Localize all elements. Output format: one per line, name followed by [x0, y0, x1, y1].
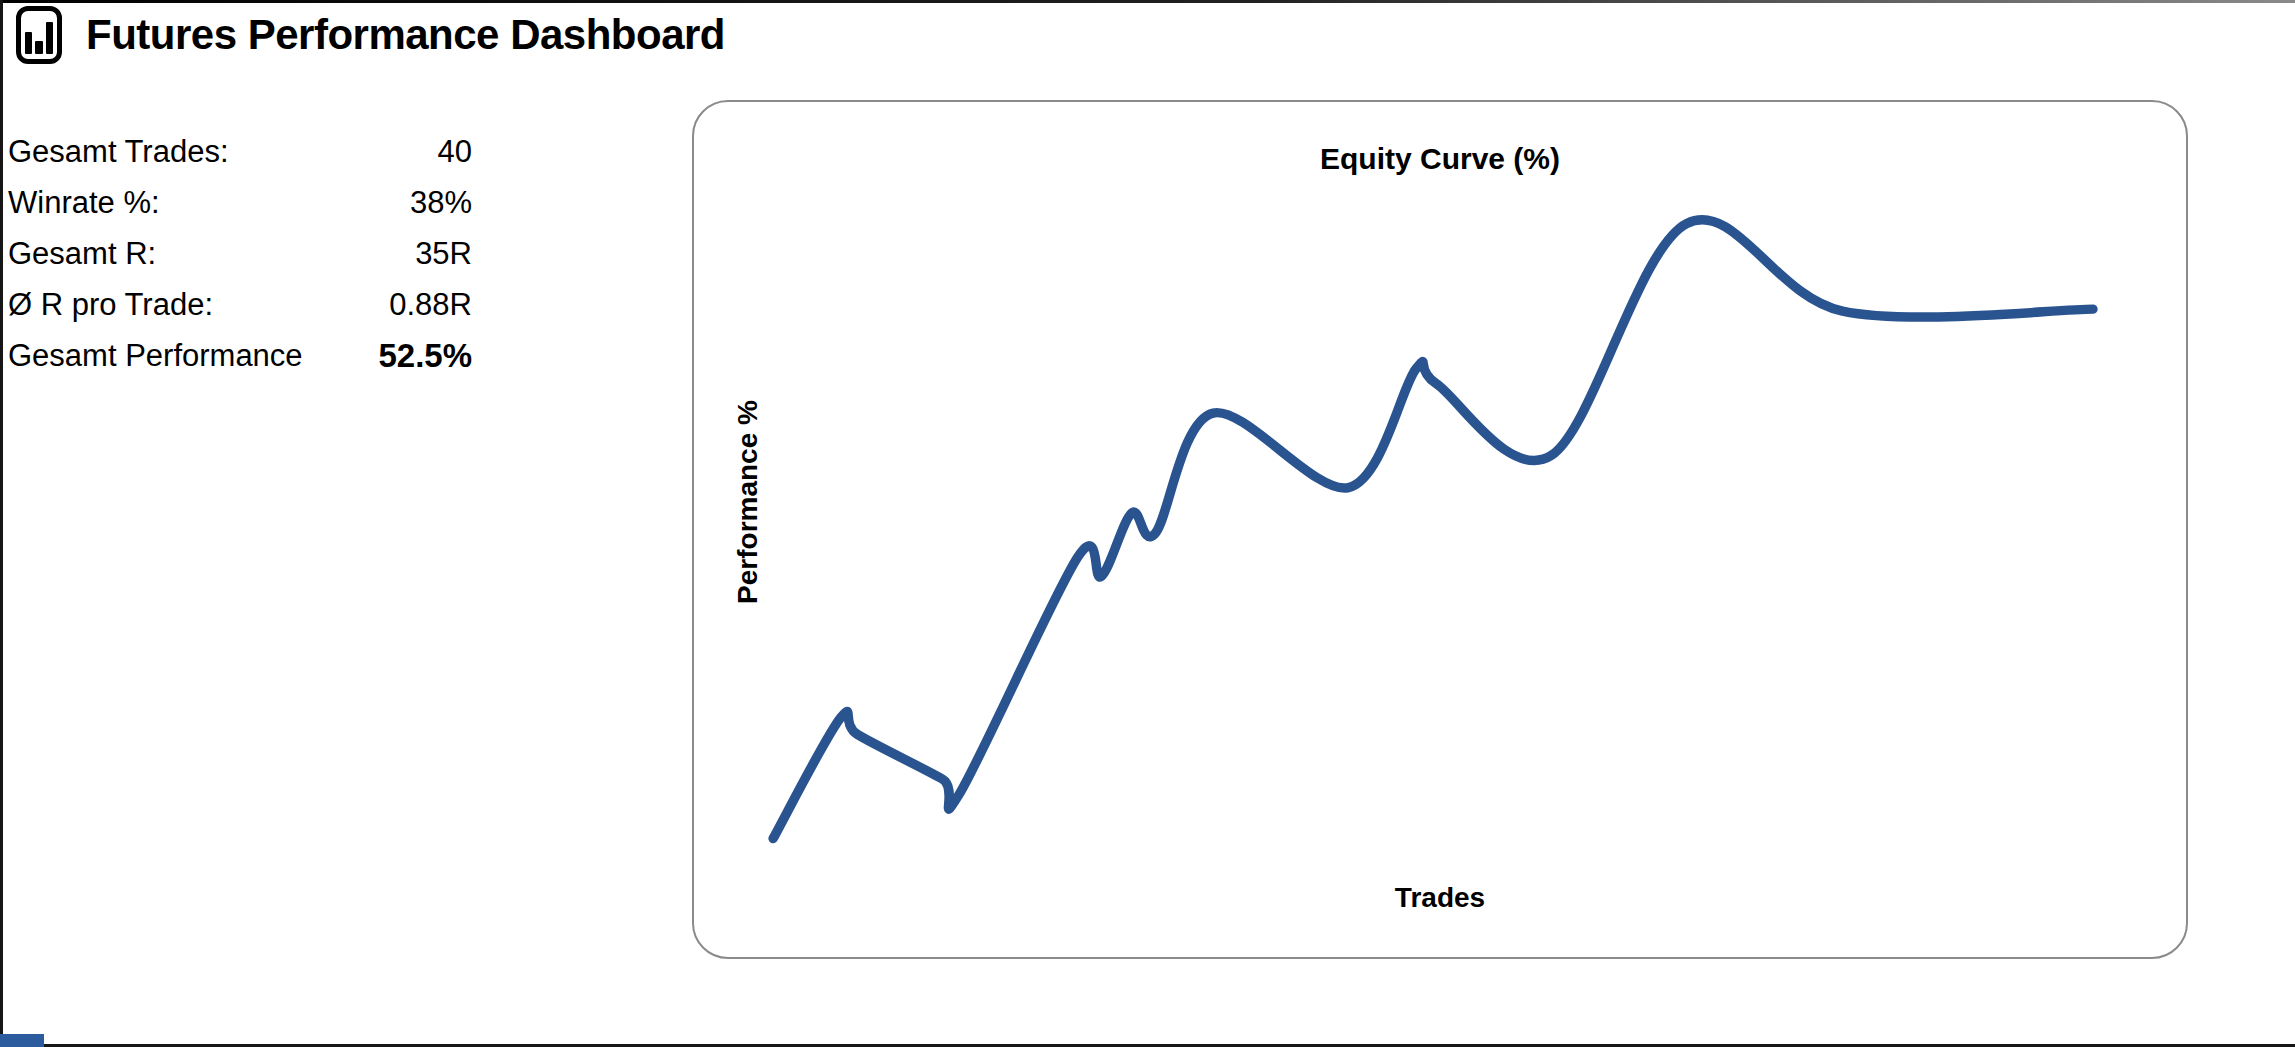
equity-curve-svg — [694, 102, 2186, 957]
stat-value: 38% — [410, 185, 472, 221]
bar-chart-icon — [16, 6, 62, 64]
page-left-border — [0, 0, 3, 1047]
stat-value: 0.88R — [389, 287, 472, 323]
stat-value: 52.5% — [378, 337, 472, 375]
stats-panel: Gesamt Trades: 40 Winrate %: 38% Gesamt … — [8, 126, 472, 381]
stat-label: Gesamt Performance — [8, 338, 303, 374]
page-top-border — [0, 0, 2295, 3]
bar-chart-icon-bar — [46, 22, 53, 54]
bar-chart-icon-bar — [25, 32, 32, 54]
stat-row-gesamt-trades: Gesamt Trades: 40 — [8, 126, 472, 177]
stat-value: 40 — [438, 134, 472, 170]
stat-row-gesamt-performance: Gesamt Performance 52.5% — [8, 330, 472, 381]
chart-y-axis-label: Performance % — [732, 400, 764, 604]
stat-row-gesamt-r: Gesamt R: 35R — [8, 228, 472, 279]
equity-curve-line — [773, 220, 2093, 839]
chart-title: Equity Curve (%) — [694, 142, 2186, 176]
stat-label: Winrate %: — [8, 185, 160, 221]
page-title: Futures Performance Dashboard — [86, 6, 725, 64]
chart-x-axis-label: Trades — [694, 882, 2186, 914]
stat-label: Gesamt R: — [8, 236, 156, 272]
stat-label: Gesamt Trades: — [8, 134, 229, 170]
stat-label: Ø R pro Trade: — [8, 287, 213, 323]
bottom-left-blue-bar — [0, 1034, 44, 1047]
equity-curve-chart[interactable]: Equity Curve (%) Performance % Trades — [692, 100, 2188, 959]
header: Futures Performance Dashboard — [16, 6, 725, 64]
bar-chart-icon-bar — [35, 41, 42, 54]
stat-value: 35R — [415, 236, 472, 272]
stat-row-winrate: Winrate %: 38% — [8, 177, 472, 228]
stat-row-r-pro-trade: Ø R pro Trade: 0.88R — [8, 279, 472, 330]
